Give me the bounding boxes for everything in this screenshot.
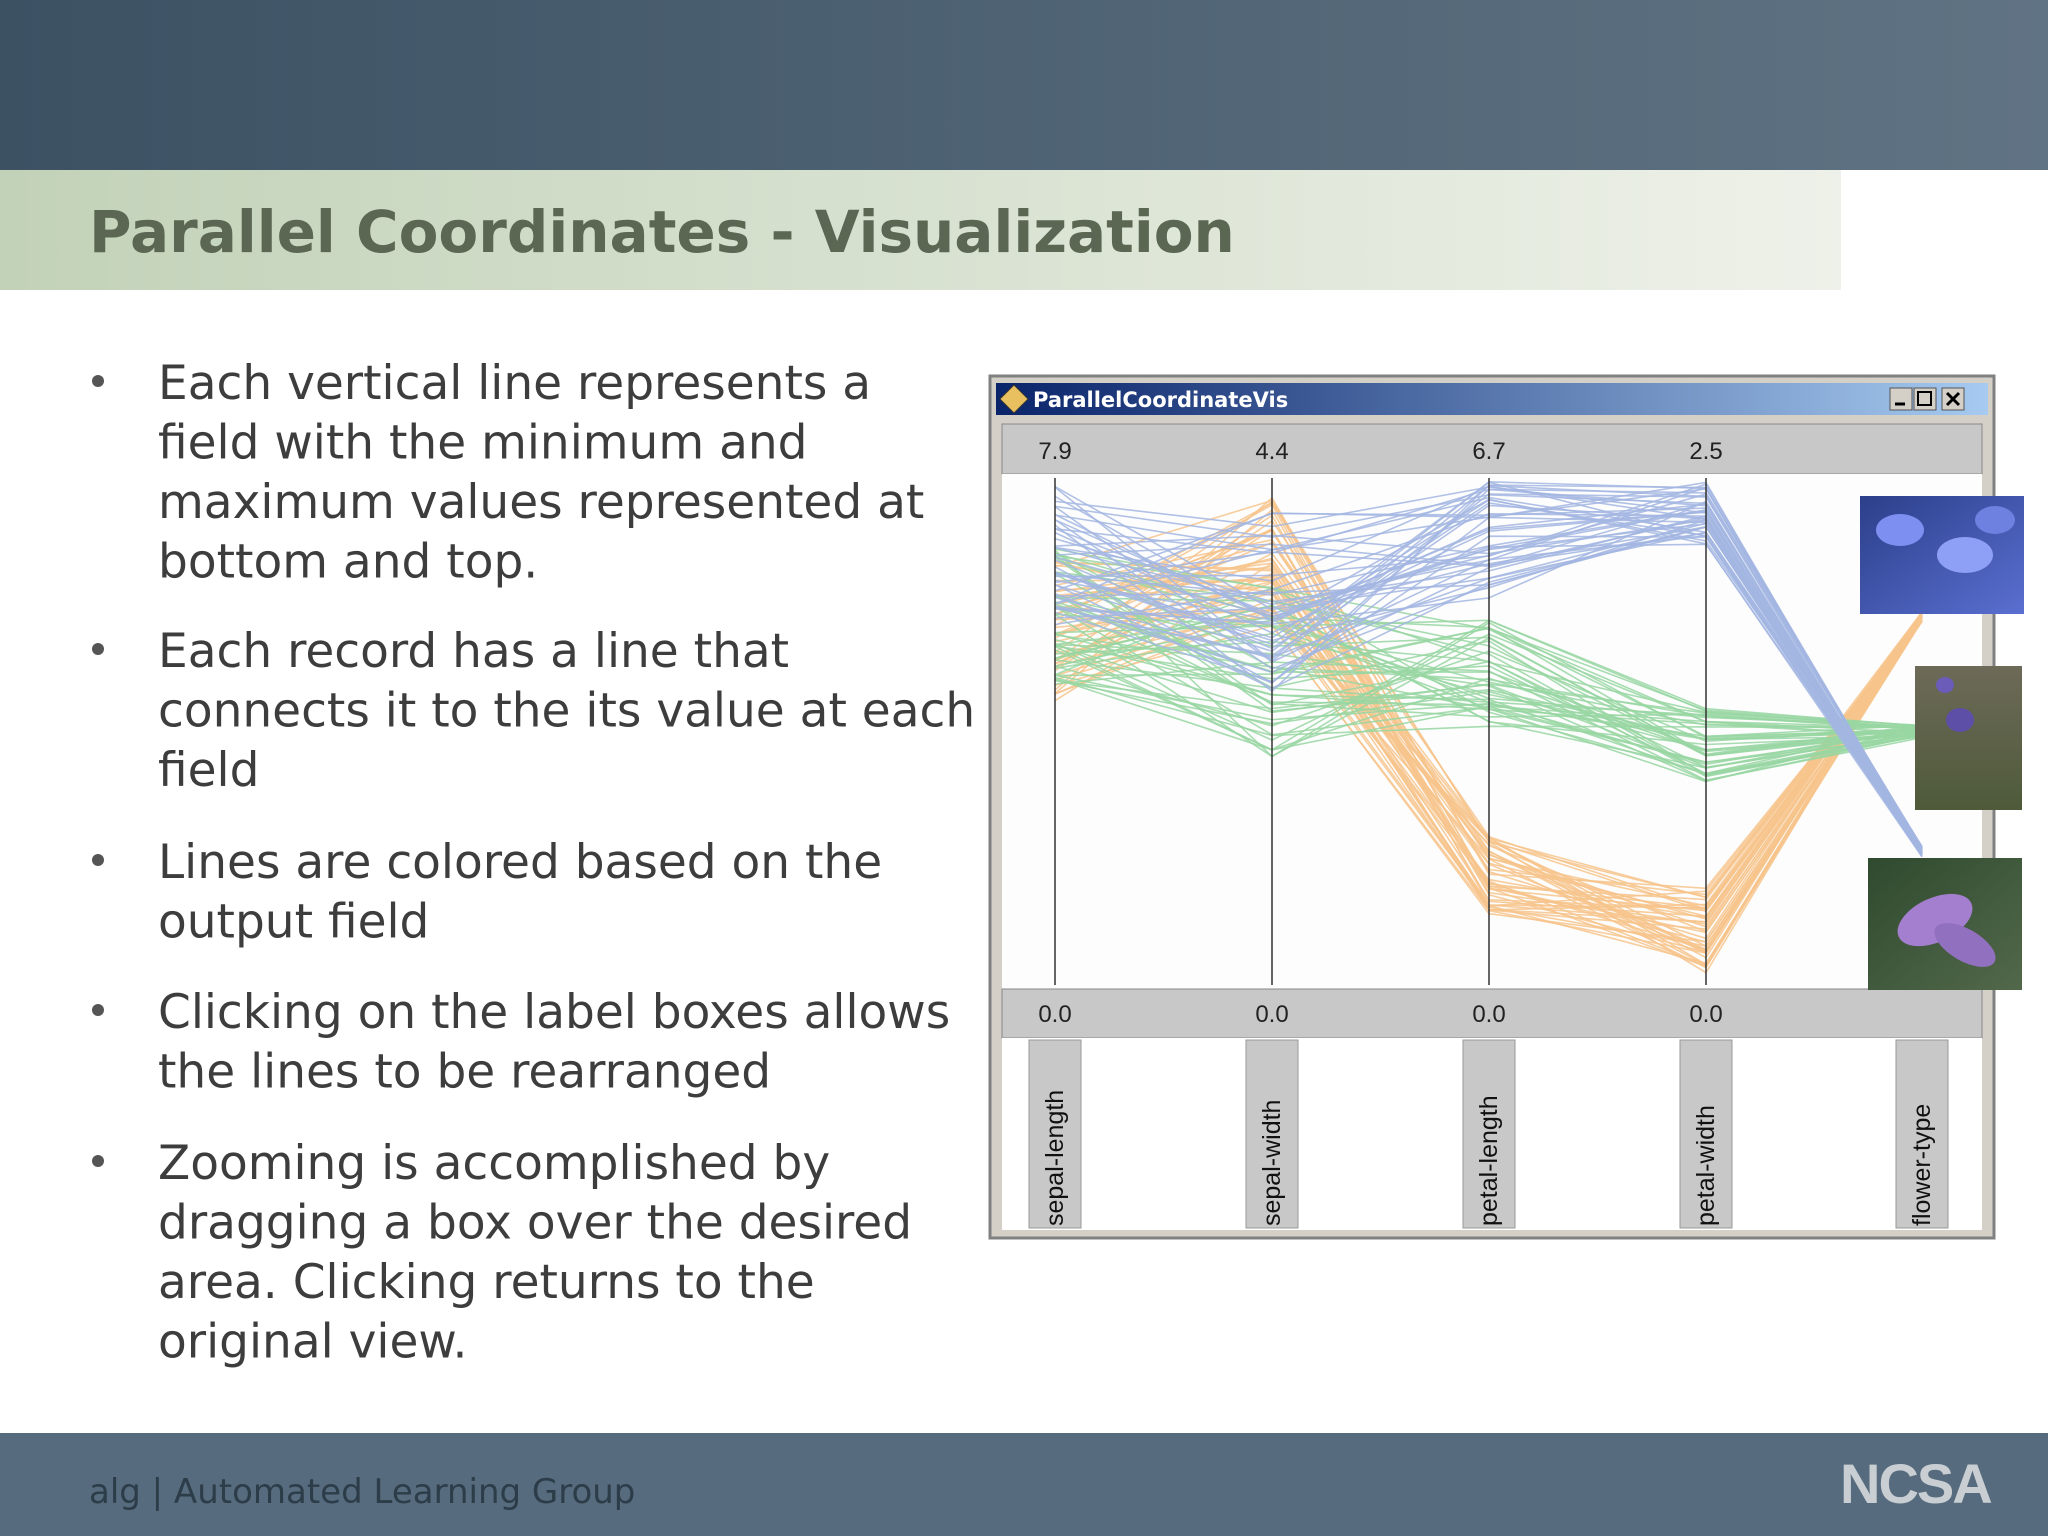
bullet-text: Each vertical line represents a [158,356,871,411]
footer-logo: NCSA [1840,1452,1991,1515]
window-icon [999,384,1029,414]
field-label: flower-type [1908,1104,1936,1226]
parallel-plot: 7.9 4.4 6.7 2.5 0.0 0.0 0.0 0.0 sepal-length sepa… [1028,438,1949,1229]
bullet-dot [92,1155,104,1167]
petal [1936,677,1954,693]
axis-min-label: 0.0 [1038,1001,1071,1028]
title-band [0,170,1841,290]
field-label: sepal-length [1041,1090,1069,1226]
bullet-text: dragging a box over the desired [158,1196,912,1251]
bullet-dot [92,643,104,655]
flower-image [1915,666,2022,810]
maximize-icon [1917,391,1932,406]
bullet-text: field [158,743,259,798]
minimize-button[interactable] [1889,387,1913,411]
petal [1934,923,1996,967]
bullet-dot [92,1004,104,1016]
field-label: petal-length [1475,1095,1503,1226]
window-titlebar [996,383,1988,415]
close-icon [1945,391,1961,407]
field-label-box[interactable] [1462,1039,1516,1229]
axis-max-label: 2.5 [1689,438,1722,465]
min-label-strip [1001,988,1983,1039]
bullet-text: maximum values represented at [158,475,924,530]
bullet-text: Zooming is accomplished by [158,1136,830,1191]
bullet-text: the lines to be rearranged [158,1045,771,1100]
bullet-text: bottom and top. [158,535,538,590]
bullet-text: connects it to the its value at each [158,684,975,739]
petal [1876,514,1924,546]
petal [1937,537,1993,573]
bullet-text: Lines are colored based on the [158,835,882,890]
field-label: sepal-width [1258,1100,1286,1226]
bullet-text: field with the minimum and [158,416,808,471]
window-buttons[interactable] [1889,387,1965,411]
field-label-box[interactable] [1245,1039,1299,1229]
field-label-box[interactable] [1895,1039,1949,1229]
axis-min-label: 0.0 [1255,1001,1288,1028]
field-label-box[interactable] [1028,1039,1082,1229]
bullet-text: Each record has a line that [158,624,789,679]
petal [1975,506,2015,534]
top-band [0,0,2048,170]
bullet-text: original view. [158,1315,467,1370]
axis-max-label: 4.4 [1255,438,1288,465]
field-label: petal-width [1692,1105,1720,1226]
bullet-dot [92,375,104,387]
bullet-dot [92,854,104,866]
axis-min-label: 0.0 [1472,1001,1505,1028]
bullet-text: area. Clicking returns to the [158,1255,815,1310]
max-label-strip [1001,423,1983,475]
window-title: ParallelCoordinateVis [1033,388,1288,412]
axis-max-label: 7.9 [1038,438,1071,465]
bullet-text: Clicking on the label boxes allows [158,985,950,1040]
axis-min-label: 0.0 [1689,1001,1722,1028]
bullet-text: output field [158,895,429,950]
footer-text: alg | Automated Learning Group [89,1472,635,1512]
field-label-box[interactable] [1679,1039,1733,1229]
footer-band [0,1433,2048,1536]
flower-images [1860,496,2024,990]
petal [1946,708,1974,732]
slide-title: Parallel Coordinates - Visualization [89,198,1235,266]
axis-max-label: 6.7 [1472,438,1505,465]
